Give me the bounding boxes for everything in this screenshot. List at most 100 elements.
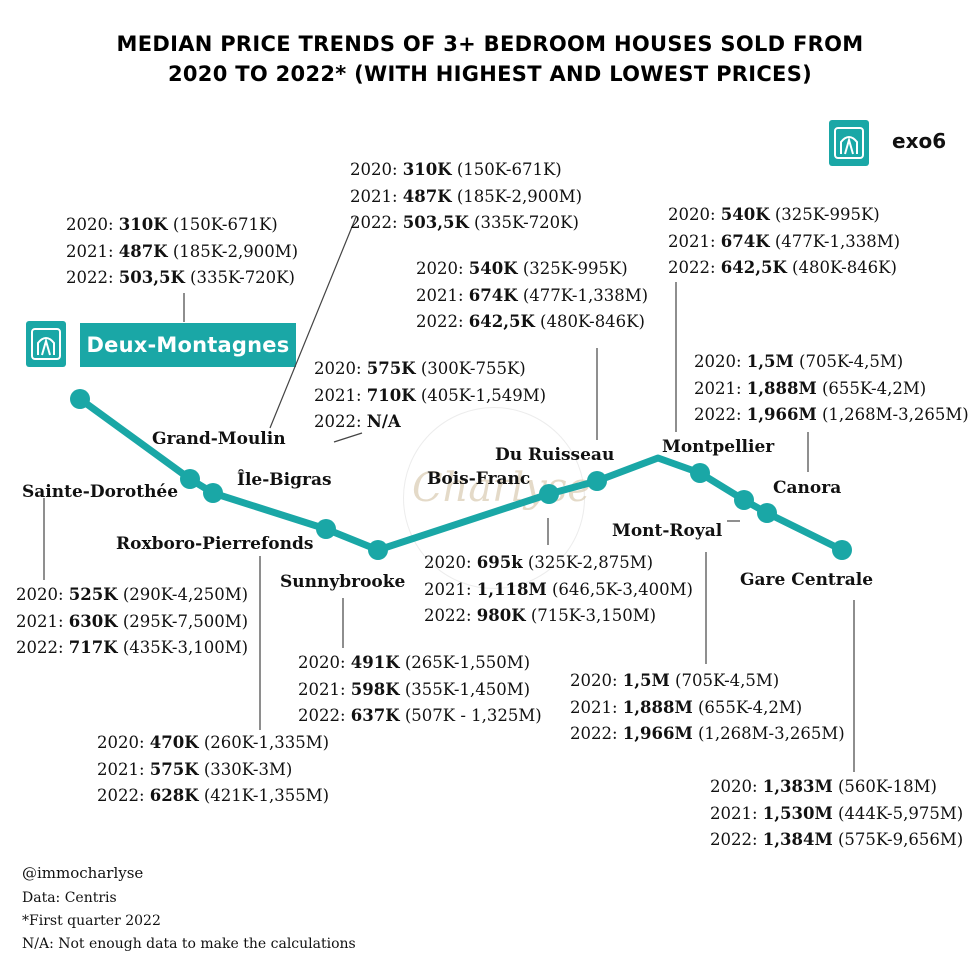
price-range: (325K-2,875M) <box>522 553 654 572</box>
station-label-sunnybrooke: Sunnybrooke <box>280 572 406 592</box>
price-block-deux-montagnes: 2020: 310K (150K-671K) 2021: 487K (185K-2… <box>66 212 298 292</box>
price-range: (1,268M-3,265M) <box>692 724 845 743</box>
price-median: 642,5K <box>720 258 787 277</box>
chart-title-line2: 2020 TO 2022* (WITH HIGHEST AND LOWEST P… <box>167 62 813 86</box>
price-year: 2020: <box>16 585 69 604</box>
price-median: 310K <box>118 215 168 234</box>
price-block-canora: 2020: 1,5M (705K-4,5M) 2021: 1,888M (655K… <box>694 349 969 429</box>
price-range: (355K-1,450M) <box>399 679 531 699</box>
price-median: 540K <box>468 259 518 278</box>
price-range: (265K-1,550M) <box>399 653 531 672</box>
price-year: 2021: <box>298 679 351 699</box>
price-line: 2020: 310K (150K-671K) <box>350 157 582 184</box>
price-median: 1,383M <box>762 777 833 796</box>
price-median: 575K <box>366 359 416 378</box>
price-median: 1,888M <box>746 378 817 398</box>
station-dot-canora <box>832 540 852 560</box>
price-line: 2020: 695k (325K-2,875M) <box>424 550 693 577</box>
price-median: 310K <box>402 160 452 179</box>
price-year: 2020: <box>694 352 747 371</box>
price-line: 2020: 575K (300K-755K) <box>314 356 546 383</box>
price-year: 2020: <box>66 215 119 234</box>
price-year: 2021: <box>97 759 150 779</box>
price-median: 628K <box>149 786 199 805</box>
station-dot-mont-royal <box>757 503 777 523</box>
price-year: 2022: <box>350 213 403 232</box>
price-median: 1,118M <box>476 579 547 599</box>
leader-grand-moulin <box>269 216 357 429</box>
price-line: 2022: 642,5K (480K-846K) <box>668 255 900 282</box>
station-label-ile-bigras: Île-Bigras <box>237 470 332 490</box>
price-line: 2020: 1,383M (560K-18M) <box>710 774 963 801</box>
price-range: (560K-18M) <box>832 777 937 796</box>
price-year: 2022: <box>97 786 150 805</box>
price-year: 2022: <box>710 830 763 849</box>
data-source: Data: Centris <box>22 890 117 906</box>
price-year: 2022: <box>694 405 747 424</box>
price-median: 710K <box>366 385 416 405</box>
price-line: 2021: 1,888M (655K-4,2M) <box>694 376 969 403</box>
price-year: 2021: <box>416 285 469 305</box>
price-line: 2022: N/A <box>314 409 546 436</box>
station-dot-ile-bigras <box>316 519 336 539</box>
price-block-grand-moulin: 2020: 310K (150K-671K) 2021: 487K (185K-2… <box>350 157 582 237</box>
price-range: (325K-995K) <box>517 259 628 278</box>
price-median: 674K <box>720 231 770 251</box>
price-year: 2020: <box>668 205 721 224</box>
station-dot-bois-franc <box>587 471 607 491</box>
footnote: *First quarter 2022 <box>22 913 161 929</box>
station-label-mont-royal: Mont-Royal <box>612 521 723 541</box>
price-range: (477K-1,338M) <box>517 285 649 305</box>
price-line: 2022: 1,384M (575K-9,656M) <box>710 827 963 854</box>
price-year: 2022: <box>416 312 469 331</box>
exo-logo-icon <box>829 120 869 166</box>
price-median: 540K <box>720 205 770 224</box>
price-range: (480K-846K) <box>786 258 897 277</box>
price-range: (435K-3,100M) <box>117 638 249 657</box>
price-median: 1,384M <box>762 830 833 849</box>
price-line: 2021: 1,888M (655K-4,2M) <box>570 695 845 722</box>
station-dot-deux-montagnes <box>70 389 90 409</box>
price-median: 1,966M <box>622 724 693 743</box>
price-line: 2021: 1,118M (646,5K-3,400M) <box>424 577 693 604</box>
price-median: 980K <box>476 606 526 625</box>
price-line: 2021: 710K (405K-1,549M) <box>314 383 546 410</box>
price-line: 2021: 1,530M (444K-5,975M) <box>710 801 963 828</box>
price-block-du-ruisseau: 2020: 540K (325K-995K) 2021: 674K (477K-1… <box>416 256 648 336</box>
price-median: 503,5K <box>402 213 469 232</box>
price-median: 525K <box>68 585 118 604</box>
price-range: (477K-1,338M) <box>769 231 901 251</box>
price-median: 1,5M <box>622 671 670 690</box>
price-year: 2021: <box>668 231 721 251</box>
station-label-canora: Canora <box>773 478 842 498</box>
credit-handle: @immocharlyse <box>22 864 144 882</box>
price-line: 2021: 630K (295K-7,500M) <box>16 609 248 636</box>
price-median: 642,5K <box>468 312 535 331</box>
price-median: 470K <box>149 733 199 752</box>
price-range: (330K-3M) <box>198 759 293 779</box>
price-range: (290K-4,250M) <box>117 585 249 604</box>
price-year: 2021: <box>66 241 119 261</box>
price-line: 2020: 540K (325K-995K) <box>668 202 900 229</box>
price-range: (1,268M-3,265M) <box>816 405 969 424</box>
price-year: 2020: <box>424 553 477 572</box>
station-label-sainte-dorothee: Sainte-Dorothée <box>22 482 179 502</box>
price-range: (444K-5,975M) <box>832 803 964 823</box>
price-block-gare-centrale: 2020: 1,383M (560K-18M) 2021: 1,530M (444… <box>710 774 963 854</box>
price-range: (335K-720K) <box>468 213 579 232</box>
price-line: 2020: 491K (265K-1,550M) <box>298 650 542 677</box>
price-line: 2021: 674K (477K-1,338M) <box>416 283 648 310</box>
price-line: 2022: 628K (421K-1,355M) <box>97 783 329 810</box>
price-median: 717K <box>68 638 118 657</box>
price-block-roxboro: 2020: 470K (260K-1,335M) 2021: 575K (330K… <box>97 730 329 810</box>
price-year: 2022: <box>66 268 119 287</box>
price-range: (715K-3,150M) <box>525 606 657 625</box>
station-dots <box>70 389 852 560</box>
price-median: 637K <box>350 706 400 725</box>
price-range: (646,5K-3,400M) <box>546 579 693 599</box>
price-year: 2021: <box>710 803 763 823</box>
price-year: 2022: <box>668 258 721 277</box>
price-block-sunnybrooke: 2020: 491K (265K-1,550M) 2021: 598K (355K… <box>298 650 542 730</box>
station-dot-du-ruisseau <box>690 463 710 483</box>
price-range: (421K-1,355M) <box>198 786 330 805</box>
